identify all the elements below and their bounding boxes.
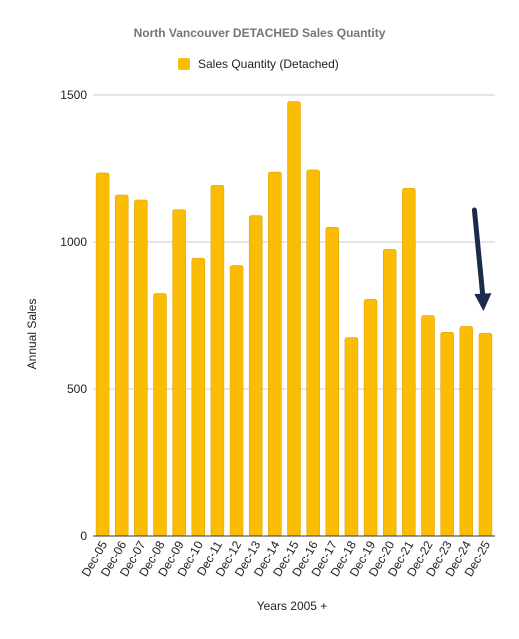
legend-swatch [178,58,190,70]
bar-dec-19 [363,299,378,537]
bar-dec-07 [134,199,148,537]
bar-dec-17 [325,227,340,537]
y-tick-label: 500 [67,382,87,396]
bar-dec-24 [459,326,474,537]
bar-dec-12 [229,265,244,537]
bar-dec-05 [95,172,110,537]
bar-dec-22 [421,315,435,537]
legend-label: Sales Quantity (Detached) [198,57,339,71]
bar-dec-14 [268,171,282,537]
y-tick-label: 1000 [60,235,87,249]
bar-dec-06 [114,194,129,537]
bar-dec-08 [153,293,167,537]
chart-title: North Vancouver DETACHED Sales Quantity [134,26,386,40]
y-tick-label: 1500 [60,88,87,102]
bars [95,101,493,537]
bar-dec-20 [382,249,397,537]
bar-dec-10 [191,257,206,537]
y-axis-ticks: 0 500 1000 1500 [60,88,87,543]
bar-dec-18 [344,337,359,537]
annotation-arrow [471,207,492,312]
y-tick-label: 0 [80,529,87,543]
y-axis-title: Annual Sales [25,299,39,370]
arrow-shaft [471,207,486,300]
legend: Sales Quantity (Detached) [178,57,339,71]
bar-dec-21 [402,187,416,537]
arrow-head [474,293,492,312]
bar-dec-23 [440,332,454,537]
x-axis-ticks: Dec-05Dec-06Dec-07Dec-08Dec-09Dec-10Dec-… [79,538,493,579]
bar-dec-15 [287,101,301,537]
x-axis-title: Years 2005 + [257,599,328,613]
bar-dec-13 [248,215,263,537]
bar-dec-09 [172,209,186,537]
bar-dec-11 [210,185,225,537]
bar-dec-25 [478,332,493,537]
bar-dec-16 [306,169,320,537]
